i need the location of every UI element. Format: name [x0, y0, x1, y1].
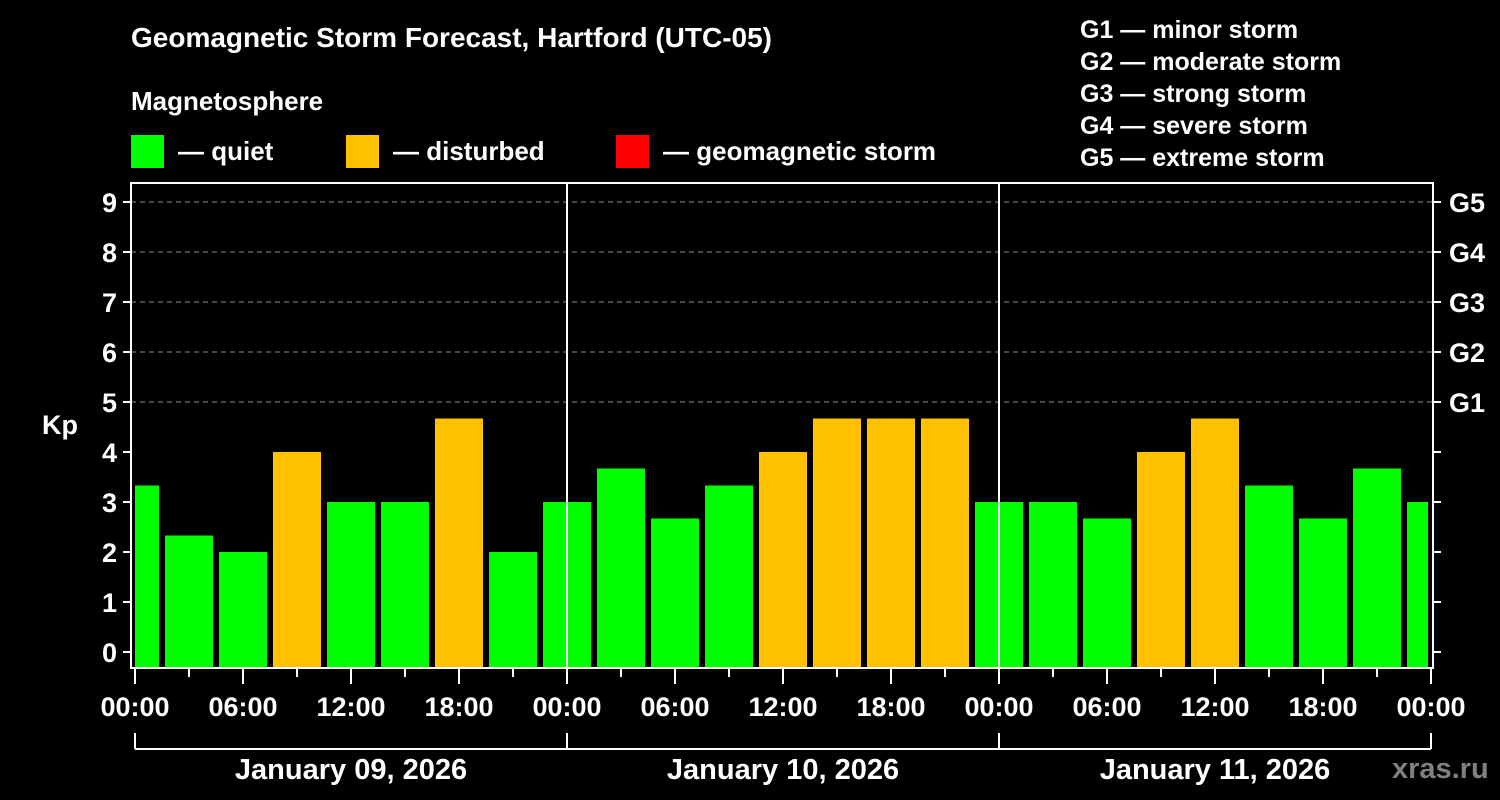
y-tick-label: 2	[102, 538, 117, 568]
kp-bar	[435, 418, 483, 667]
x-tick-label: 12:00	[316, 692, 385, 722]
chart-title: Geomagnetic Storm Forecast, Hartford (UT…	[131, 22, 772, 53]
kp-bar	[867, 418, 915, 667]
legend-disturbed-label: — disturbed	[393, 135, 545, 166]
kp-bar	[651, 518, 699, 667]
y-tick-label: 1	[102, 588, 117, 618]
kp-bar	[921, 418, 969, 667]
g2-description: G2 — moderate storm	[1080, 48, 1342, 76]
legend-quiet-label: — quiet	[178, 135, 274, 166]
kp-bar	[219, 552, 267, 667]
storm-swatch-icon	[616, 134, 649, 168]
kp-bar	[1083, 518, 1131, 667]
x-tick-label: 00:00	[532, 692, 601, 722]
kp-bar	[1245, 485, 1293, 667]
kp-bar	[1029, 502, 1077, 667]
kp-bar	[759, 452, 807, 667]
g-level-label: G4	[1449, 238, 1485, 268]
legend-disturbed: — disturbed	[346, 134, 545, 168]
g3-description: G3 — strong storm	[1080, 80, 1307, 108]
x-tick-label: 00:00	[964, 692, 1033, 722]
y-tick-label: 9	[102, 188, 117, 218]
kp-bar	[381, 502, 429, 667]
x-tick-label: 18:00	[424, 692, 493, 722]
y-tick-label: 8	[102, 238, 117, 268]
y-tick-label: 7	[102, 288, 117, 318]
day-label-1: January 09, 2026	[234, 754, 468, 786]
legend-quiet: — quiet	[131, 134, 273, 168]
x-tick-label: 06:00	[208, 692, 277, 722]
legend-heading: Magnetosphere	[131, 86, 324, 116]
g-level-label: G5	[1449, 188, 1485, 218]
legend-storm-label: — geomagnetic storm	[663, 135, 937, 166]
kp-bar	[705, 485, 753, 667]
x-tick-label: 06:00	[640, 692, 709, 722]
x-tick-label: 06:00	[1072, 692, 1141, 722]
kp-bar	[327, 502, 375, 667]
y-tick-label: 6	[102, 338, 117, 368]
disturbed-swatch-icon	[346, 134, 379, 168]
g-scale-legend: G1 — minor storm G2 — moderate storm G3 …	[1080, 14, 1341, 174]
g-level-label: G1	[1449, 388, 1485, 418]
kp-bar	[165, 535, 213, 667]
g-level-label: G2	[1449, 338, 1485, 368]
kp-bar	[1407, 502, 1428, 667]
legend-storm: — geomagnetic storm	[616, 134, 936, 168]
y-tick-label: 4	[102, 438, 117, 468]
y-tick-label: 5	[102, 388, 117, 418]
watermark: xras.ru	[1392, 753, 1489, 785]
x-tick-label: 00:00	[1396, 692, 1465, 722]
x-tick-label: 12:00	[1180, 692, 1249, 722]
kp-bar	[1299, 518, 1347, 667]
quiet-swatch-icon	[131, 134, 164, 168]
day-label-2: January 10, 2026	[666, 754, 900, 786]
y-axis-label: Kp	[42, 410, 78, 440]
g-level-label: G3	[1449, 288, 1485, 318]
kp-bar	[1353, 468, 1401, 667]
bars-group	[135, 418, 1428, 667]
x-tick-label: 12:00	[748, 692, 817, 722]
day-label-3: January 11, 2026	[1099, 754, 1331, 786]
kp-bar	[273, 452, 321, 667]
x-tick-label: 00:00	[100, 692, 169, 722]
kp-bar	[489, 552, 537, 667]
kp-bar	[597, 468, 645, 667]
g4-description: G4 — severe storm	[1080, 112, 1308, 140]
x-tick-label: 18:00	[856, 692, 925, 722]
plot-frame	[130, 182, 1434, 669]
kp-bar	[135, 485, 159, 667]
kp-bar	[813, 418, 861, 667]
kp-bar	[1137, 452, 1185, 667]
kp-bar	[1191, 418, 1239, 667]
y-tick-label: 0	[102, 638, 117, 668]
y-tick-label: 3	[102, 488, 117, 518]
g5-description: G5 — extreme storm	[1080, 144, 1325, 172]
x-tick-label: 18:00	[1288, 692, 1357, 722]
g1-description: G1 — minor storm	[1080, 16, 1299, 44]
